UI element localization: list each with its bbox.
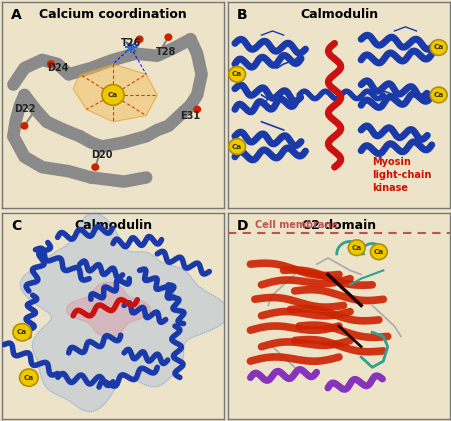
Text: D20: D20: [91, 150, 112, 160]
Text: Ca: Ca: [108, 92, 118, 98]
Polygon shape: [66, 282, 150, 337]
Text: Ca: Ca: [433, 92, 443, 98]
Text: Myosin
light-chain
kinase: Myosin light-chain kinase: [372, 157, 431, 193]
Text: E31: E31: [180, 111, 200, 120]
Text: Ca: Ca: [433, 45, 443, 51]
Text: Ca: Ca: [231, 71, 242, 77]
Text: Ca: Ca: [231, 144, 242, 149]
Text: Cell membrane: Cell membrane: [254, 220, 337, 230]
Circle shape: [348, 240, 364, 256]
Circle shape: [228, 67, 245, 82]
Text: B: B: [237, 8, 247, 22]
Polygon shape: [73, 64, 157, 122]
Text: Calmodulin: Calmodulin: [299, 8, 377, 21]
Circle shape: [429, 87, 446, 103]
Text: T28: T28: [156, 47, 176, 56]
Text: D22: D22: [14, 104, 35, 115]
Polygon shape: [20, 213, 228, 412]
Text: Ca: Ca: [373, 249, 383, 255]
Circle shape: [228, 139, 245, 155]
Text: Ca: Ca: [23, 375, 34, 381]
Text: D: D: [237, 219, 248, 233]
Circle shape: [429, 40, 446, 55]
Text: Ca: Ca: [351, 245, 361, 250]
Circle shape: [136, 36, 143, 43]
Text: C2 domain: C2 domain: [301, 219, 375, 232]
Text: D24: D24: [47, 63, 68, 73]
Circle shape: [13, 324, 32, 341]
Circle shape: [21, 123, 28, 129]
Circle shape: [193, 106, 200, 112]
Circle shape: [165, 34, 171, 40]
Circle shape: [92, 164, 98, 170]
Text: A: A: [11, 8, 22, 22]
Text: Ca: Ca: [17, 329, 27, 335]
Circle shape: [47, 61, 54, 67]
Circle shape: [102, 85, 124, 105]
Circle shape: [19, 369, 38, 386]
Text: Calmodulin: Calmodulin: [74, 219, 152, 232]
Text: T26: T26: [120, 38, 141, 48]
Text: C: C: [11, 219, 21, 233]
Circle shape: [370, 244, 387, 260]
Text: Calcium coordination: Calcium coordination: [39, 8, 186, 21]
